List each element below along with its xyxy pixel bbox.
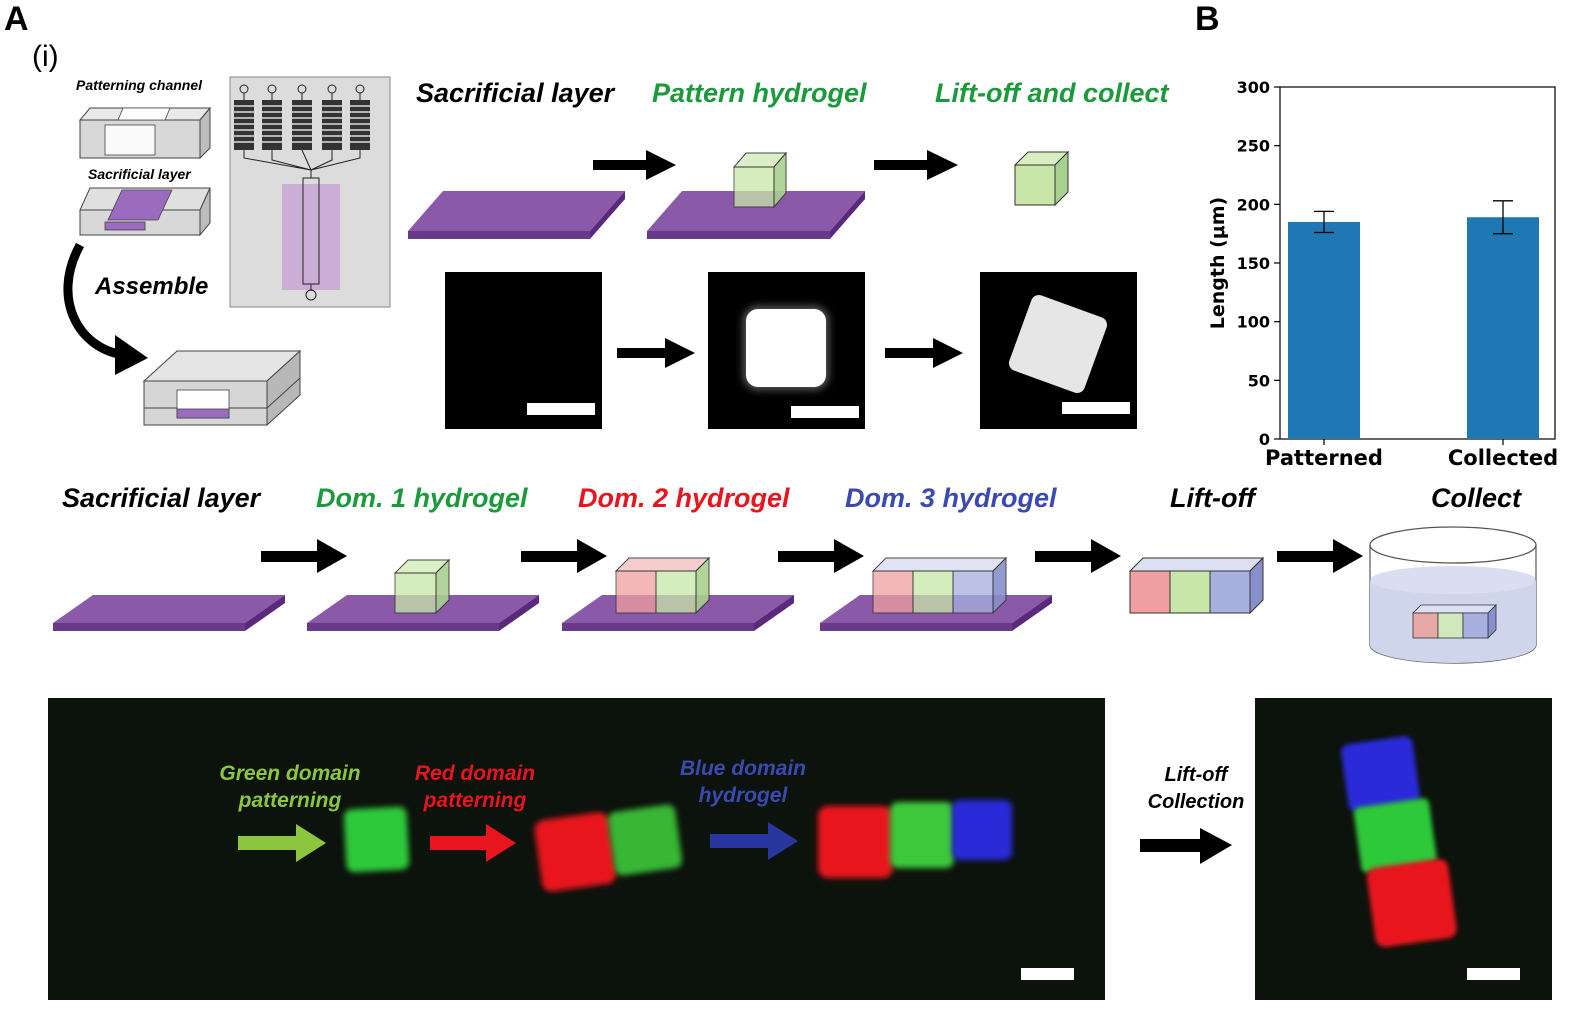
top-slab-2 bbox=[647, 191, 865, 239]
patterning-channel-block bbox=[78, 106, 212, 160]
scale-bar bbox=[1467, 968, 1520, 980]
red-arrow bbox=[430, 824, 516, 862]
assembled-device bbox=[142, 349, 302, 427]
y-tick-label: 50 bbox=[1248, 371, 1270, 390]
green-hydrogel-2 bbox=[607, 804, 683, 876]
assemble-arrowhead bbox=[115, 335, 148, 375]
y-tick-label: 200 bbox=[1237, 195, 1270, 214]
panel-b-label: B bbox=[1195, 0, 1220, 38]
scale-bar bbox=[1062, 402, 1130, 414]
top-step-pattern: Pattern hydrogel bbox=[652, 78, 867, 108]
mid-step-dom3: Dom. 3 hydrogel bbox=[845, 483, 1057, 513]
bar-collected bbox=[1467, 217, 1539, 439]
multi-domain-process-diagram bbox=[53, 526, 1537, 664]
fluorescence-image-3 bbox=[980, 272, 1137, 429]
scale-bar bbox=[1021, 968, 1074, 980]
hydrogel-square-collected bbox=[1006, 292, 1110, 396]
mid-cubes-liftoff bbox=[1128, 556, 1265, 615]
y-tick-label: 250 bbox=[1237, 137, 1270, 156]
mid-arrow-3 bbox=[778, 539, 864, 573]
mid-step-dom2: Dom. 2 hydrogel bbox=[578, 483, 790, 513]
green-hydrogel-1 bbox=[343, 806, 410, 873]
green-domain-label-line1: Green domain bbox=[219, 762, 361, 785]
collected-blue-hydrogel bbox=[1341, 736, 1420, 812]
scale-bar bbox=[791, 406, 859, 418]
fluorescence-image-2 bbox=[708, 272, 865, 429]
length-bar-chart: 0 50 100 150 200 250 300 Length (μm) Patterned Co… bbox=[1207, 78, 1558, 470]
panel-a-sub-label: (i) bbox=[32, 40, 59, 73]
arrow-img-2-head bbox=[933, 338, 963, 368]
y-tick-label: 300 bbox=[1237, 78, 1270, 97]
green-arrow bbox=[238, 824, 326, 862]
red-domain-label-line1: Red domain bbox=[414, 762, 536, 785]
mid-slab-1 bbox=[53, 595, 285, 631]
micrograph-marks bbox=[238, 800, 1074, 980]
collected-red-hydrogel bbox=[1366, 858, 1457, 947]
arrow-img-1-head bbox=[665, 338, 695, 368]
top-arrow-2 bbox=[874, 150, 958, 180]
red-domain-label-line2: patterning bbox=[423, 789, 527, 812]
y-axis-label: Length (μm) bbox=[1207, 197, 1229, 330]
red-domain-label: Red domain patterning bbox=[400, 760, 550, 814]
channel-layout-mask bbox=[229, 76, 391, 308]
top-slab-1 bbox=[408, 191, 625, 239]
sacrificial-layer-block bbox=[79, 187, 211, 237]
collected-green-hydrogel bbox=[1353, 798, 1437, 873]
y-tick-label: 100 bbox=[1237, 313, 1270, 332]
assemble-arrow bbox=[63, 242, 126, 360]
fluorescence-image-1 bbox=[445, 272, 602, 429]
x-tick-label: Patterned bbox=[1265, 446, 1383, 470]
y-tick-label: 150 bbox=[1237, 254, 1270, 273]
collected-micrograph bbox=[1255, 698, 1552, 1000]
y-tick-label: 0 bbox=[1259, 430, 1270, 449]
green-domain-label: Green domain patterning bbox=[200, 760, 380, 814]
assemble-label: Assemble bbox=[95, 273, 209, 300]
patterning-channel-label: Patterning channel bbox=[76, 77, 203, 93]
liftoff-collection-line1: Lift-off bbox=[1164, 764, 1228, 786]
x-tick-label: Collected bbox=[1448, 446, 1558, 470]
blue-arrow bbox=[710, 822, 798, 860]
mid-step-dom1: Dom. 1 hydrogel bbox=[316, 483, 528, 513]
panel-a-label: A bbox=[4, 0, 29, 38]
multi-domain-micrograph: Green domain patterning Red domain patte… bbox=[48, 698, 1105, 1000]
blue-domain-label-line1: Blue domain bbox=[679, 757, 806, 780]
green-hydrogel-3 bbox=[890, 802, 954, 868]
top-arrow-1 bbox=[593, 150, 676, 180]
mid-arrow-2 bbox=[521, 539, 607, 573]
mid-cubes-dom12 bbox=[614, 556, 711, 615]
red-hydrogel-2 bbox=[534, 812, 617, 892]
hydrogel-square-patterned bbox=[746, 309, 826, 387]
device-schematic bbox=[63, 76, 391, 427]
arrow-img-1 bbox=[617, 348, 667, 358]
sacrificial-layer-small-label: Sacrificial layer bbox=[88, 166, 191, 182]
mid-arrow-4 bbox=[1035, 539, 1121, 573]
blue-domain-label: Blue domain hydrogel bbox=[668, 755, 818, 809]
mid-step-liftoff: Lift-off bbox=[1170, 483, 1255, 513]
liftoff-arrow bbox=[1140, 828, 1232, 864]
mid-step-collect: Collect bbox=[1431, 483, 1522, 513]
mid-cubes-dom123 bbox=[871, 556, 1008, 615]
mid-step-sacrificial: Sacrificial layer bbox=[62, 483, 261, 513]
scale-bar bbox=[527, 403, 595, 415]
mid-arrow-1 bbox=[261, 539, 347, 573]
top-process-diagram bbox=[408, 150, 1070, 239]
top-green-cube-on-slab bbox=[732, 151, 788, 209]
mid-cube-dom1 bbox=[393, 558, 451, 615]
top-step-liftoff: Lift-off and collect bbox=[935, 78, 1169, 108]
top-step-sacrificial: Sacrificial layer bbox=[416, 78, 615, 108]
bar-patterned bbox=[1288, 221, 1360, 439]
green-domain-label-line2: patterning bbox=[238, 789, 342, 812]
collection-dish bbox=[1369, 526, 1537, 664]
blue-domain-label-line2: hydrogel bbox=[698, 784, 788, 807]
liftoff-collection-label: Lift-off Collection bbox=[1136, 762, 1256, 816]
blue-hydrogel-3 bbox=[952, 800, 1012, 860]
collected-marks bbox=[1341, 736, 1520, 980]
top-green-cube-collected bbox=[1013, 150, 1070, 207]
liftoff-collection-line2: Collection bbox=[1147, 791, 1245, 813]
arrow-img-2 bbox=[885, 348, 935, 358]
mid-arrow-5 bbox=[1277, 539, 1363, 573]
red-hydrogel-3 bbox=[818, 806, 893, 878]
